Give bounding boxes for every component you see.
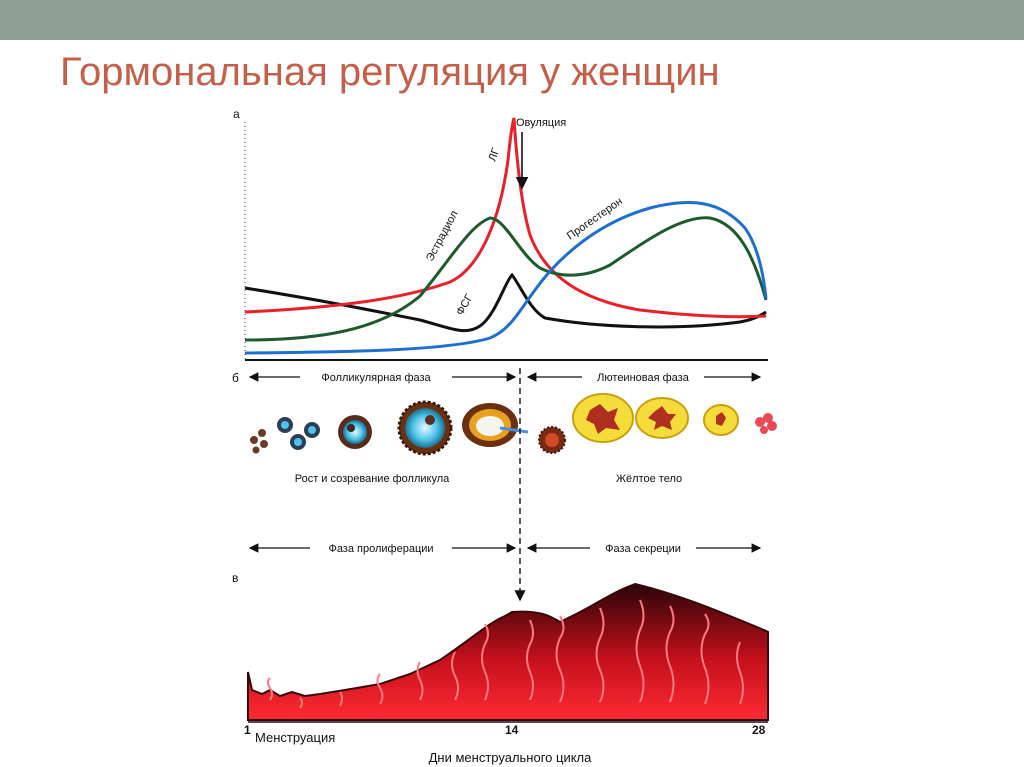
day-28-label: 28 [752, 723, 766, 737]
fsh-label: ФСГ [454, 292, 476, 317]
panel-label-b: б [232, 371, 239, 385]
endometrium-layer [247, 582, 769, 721]
primary-follicles [277, 417, 320, 450]
menstruation-label: Менструация [255, 730, 335, 745]
corpus-luteum-3 [703, 404, 739, 436]
secretion-label-bg [590, 540, 696, 554]
primordial-follicles [250, 429, 268, 454]
corpus-luteum-caption: Жёлтое тело [616, 473, 682, 485]
corpus-luteum-1 [572, 393, 634, 443]
corpus-albicans [755, 413, 777, 434]
day-14-label: 14 [505, 723, 519, 737]
luteal-label-bg [582, 369, 704, 383]
slide-title: Гормональная регуляция у женщин [60, 50, 720, 94]
antral-follicle [397, 400, 453, 456]
luteal-phase-label: Лютеиновая фаза [597, 372, 690, 384]
panel-label-v: в [232, 571, 238, 585]
proliferation-phase-label: Фаза пролиферации [328, 543, 433, 555]
cycle-days-caption: Дни менструального цикла [429, 750, 593, 765]
estradiol-label: Эстрадиол [424, 209, 461, 264]
released-oocyte [538, 426, 566, 454]
progesterone-label: Прогестерон [565, 195, 625, 242]
follicular-label-bg [300, 369, 452, 383]
lh-curve [244, 117, 767, 319]
lh-label: ЛГ [487, 147, 503, 164]
progesterone-curve [244, 201, 768, 355]
proliferation-label-bg [310, 540, 452, 554]
secretion-phase-label: Фаза секреции [605, 543, 681, 555]
ovulation-label: Овуляция [516, 117, 566, 129]
panel-label-a: а [233, 107, 240, 121]
estradiol-curve [244, 216, 768, 342]
corpus-luteum-2 [635, 397, 689, 439]
follicle-growth-caption: Рост и созревание фолликула [295, 473, 450, 485]
day-start-label: 1 [244, 723, 251, 737]
fsh-curve [244, 272, 767, 333]
secondary-follicle [338, 415, 372, 449]
endometrial-glands [267, 599, 744, 709]
follicular-phase-label: Фолликулярная фаза [321, 372, 431, 384]
preovulatory-follicle [462, 403, 529, 447]
slide-top-bar [0, 0, 1024, 40]
